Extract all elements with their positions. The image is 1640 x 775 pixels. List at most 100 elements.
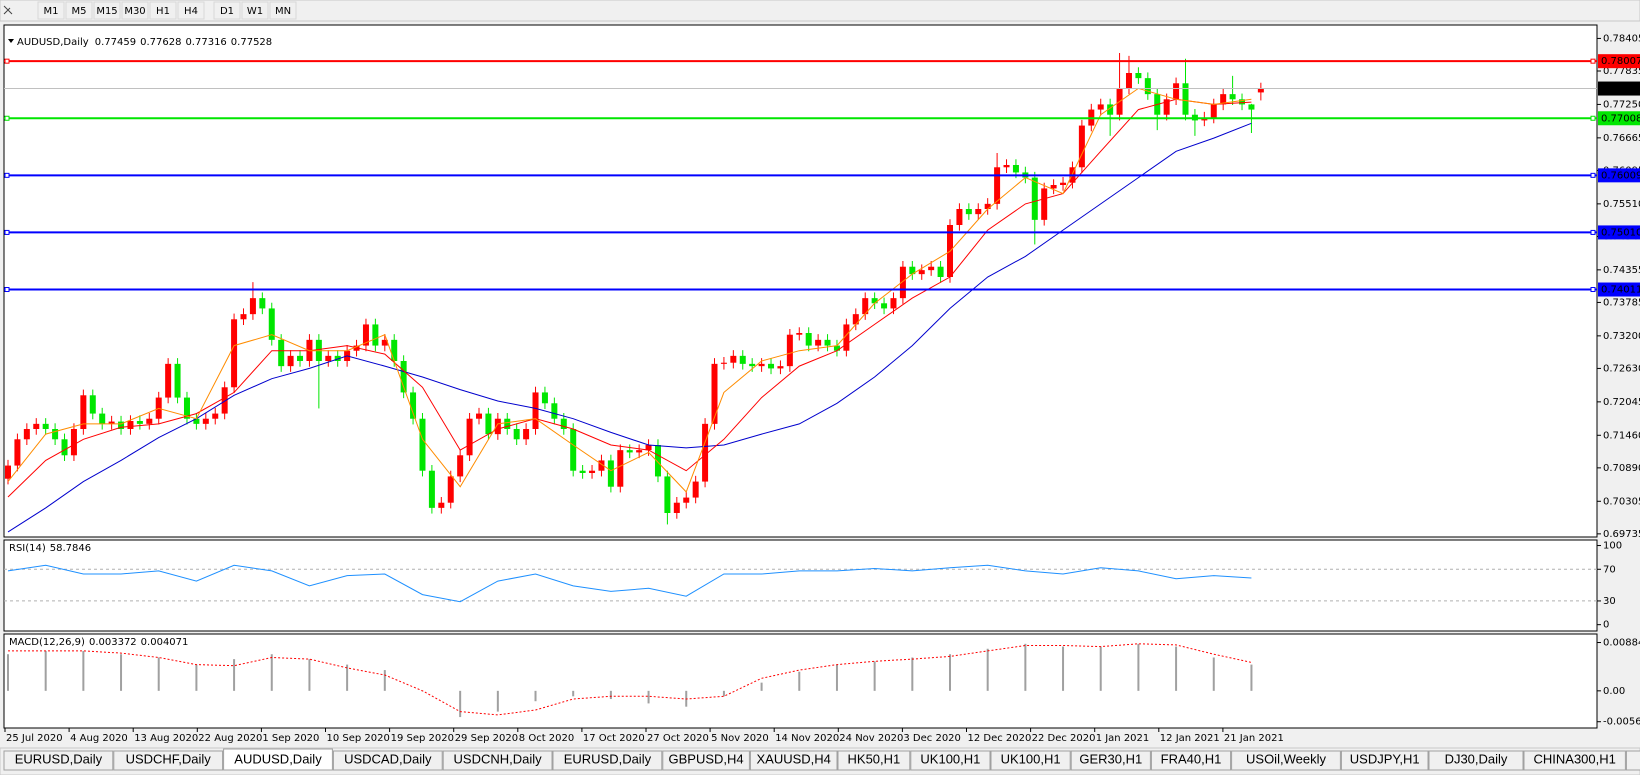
timeframe-label[interactable]: M5: [72, 6, 87, 17]
timeframe-button[interactable]: [37, 1, 65, 20]
candle-body: [1097, 104, 1104, 110]
timeframe-button[interactable]: [121, 1, 149, 20]
x-tick-label: 24 Nov 2020: [839, 733, 903, 744]
candle-body: [202, 418, 209, 424]
macd-bar: [1062, 646, 1065, 691]
tab-label[interactable]: USDJPY,H1: [1350, 751, 1420, 766]
candle-body: [702, 423, 709, 482]
timeframe-label[interactable]: H1: [156, 6, 170, 17]
candle-body: [5, 465, 11, 479]
candle-body: [862, 298, 869, 315]
level-handle[interactable]: [4, 115, 10, 121]
tab-label[interactable]: DJ30,Daily: [1445, 751, 1508, 766]
timeframe-button[interactable]: [149, 1, 177, 20]
tab-label[interactable]: USOil,Weekly: [1246, 751, 1326, 766]
macd-bar: [873, 661, 876, 691]
candle-body: [1173, 83, 1180, 100]
tab-label[interactable]: FRA40,H1: [1161, 751, 1222, 766]
tab[interactable]: [1231, 750, 1341, 771]
timeframe-button[interactable]: [65, 1, 93, 20]
level-tag: [1598, 168, 1640, 183]
macd-bar: [1212, 657, 1215, 691]
tab[interactable]: [662, 750, 750, 771]
tab[interactable]: [3, 750, 114, 771]
candle-body: [881, 303, 888, 309]
tab[interactable]: [990, 750, 1071, 771]
tab-label[interactable]: EURUSD,Daily: [15, 751, 103, 766]
tab[interactable]: [910, 750, 991, 771]
level-handle[interactable]: [4, 172, 10, 178]
tab[interactable]: [1428, 750, 1524, 771]
level-handle[interactable]: [4, 287, 10, 293]
candle-body: [33, 423, 40, 429]
macd-bar: [496, 690, 499, 712]
y-tick-label: 0.70305: [1603, 496, 1640, 507]
x-tick-label: 10 Sep 2020: [327, 733, 390, 744]
tab[interactable]: [1070, 750, 1151, 771]
tab[interactable]: [749, 750, 838, 771]
y-tick-label: 0.78405: [1603, 33, 1640, 44]
header-arrow: [8, 39, 14, 43]
candle-body: [249, 298, 256, 315]
x-tick-label: 1 Jan 2021: [1096, 733, 1150, 744]
candle-body: [231, 319, 238, 388]
level-tag: [1598, 225, 1640, 240]
tab-label[interactable]: EURUSD,Daily: [564, 751, 652, 766]
timeframe-label[interactable]: M1: [44, 6, 59, 17]
level-handle[interactable]: [4, 229, 10, 235]
candle-body: [645, 445, 652, 451]
level-handle[interactable]: [1590, 287, 1596, 293]
timeframe-button[interactable]: [269, 1, 297, 20]
tab-label[interactable]: GBPUSD,H4: [669, 751, 744, 766]
tab-label[interactable]: USDCAD,Daily: [344, 751, 432, 766]
tab[interactable]: [1150, 750, 1232, 771]
candle-body: [419, 418, 426, 471]
level-handle[interactable]: [1590, 172, 1596, 178]
moving-average: [7, 87, 1252, 493]
macd-bar: [7, 654, 9, 691]
timeframe-button[interactable]: [213, 1, 241, 20]
tab[interactable]: [1523, 750, 1626, 771]
y-tick-label: 0.00884: [1603, 638, 1640, 649]
tab[interactable]: [1340, 750, 1429, 771]
tab[interactable]: [113, 750, 224, 771]
tab-label[interactable]: HK50,H1: [848, 751, 901, 766]
tab-label[interactable]: USDCNH,Daily: [454, 751, 543, 766]
tab-label[interactable]: CHINA300,H1: [1534, 751, 1616, 766]
timeframe-label[interactable]: MN: [275, 6, 291, 17]
tab[interactable]: [332, 750, 443, 771]
tab[interactable]: [442, 750, 553, 771]
timeframe-label[interactable]: W1: [247, 6, 263, 17]
tab[interactable]: [223, 748, 333, 771]
timeframe-label[interactable]: H4: [184, 6, 198, 17]
candle-body: [928, 266, 935, 271]
timeframe-button[interactable]: [241, 1, 269, 20]
tab[interactable]: [552, 750, 663, 771]
tab[interactable]: [1625, 750, 1640, 771]
timeframe-button[interactable]: [177, 1, 205, 20]
moving-average: [7, 98, 1252, 498]
level-handle[interactable]: [4, 58, 10, 64]
candle-body: [136, 421, 143, 424]
level-handle[interactable]: [1590, 58, 1596, 64]
timeframe-label[interactable]: M30: [124, 6, 145, 17]
tab-label[interactable]: USDCHF,Daily: [126, 751, 212, 766]
tab-label[interactable]: GER30,H1: [1079, 751, 1142, 766]
tab-label[interactable]: UK100,H1: [920, 751, 980, 766]
candle-body: [1078, 125, 1085, 168]
timeframe-label[interactable]: D1: [220, 6, 234, 17]
level-handle[interactable]: [1590, 115, 1596, 121]
tab-label[interactable]: UK100,H1: [1001, 751, 1061, 766]
tab[interactable]: [837, 750, 911, 771]
tab-label[interactable]: XAUUSD,H4: [756, 751, 830, 766]
timeframe-label[interactable]: M15: [96, 6, 117, 17]
macd-bar: [233, 659, 236, 691]
level-label: 0.75010: [1601, 227, 1640, 238]
candle-body: [447, 476, 454, 503]
level-handle[interactable]: [1590, 229, 1596, 235]
tab-label[interactable]: AUDUSD,Daily: [234, 751, 322, 766]
x-tick-label: 4 Aug 2020: [70, 733, 128, 744]
timeframe-button[interactable]: [93, 1, 121, 20]
